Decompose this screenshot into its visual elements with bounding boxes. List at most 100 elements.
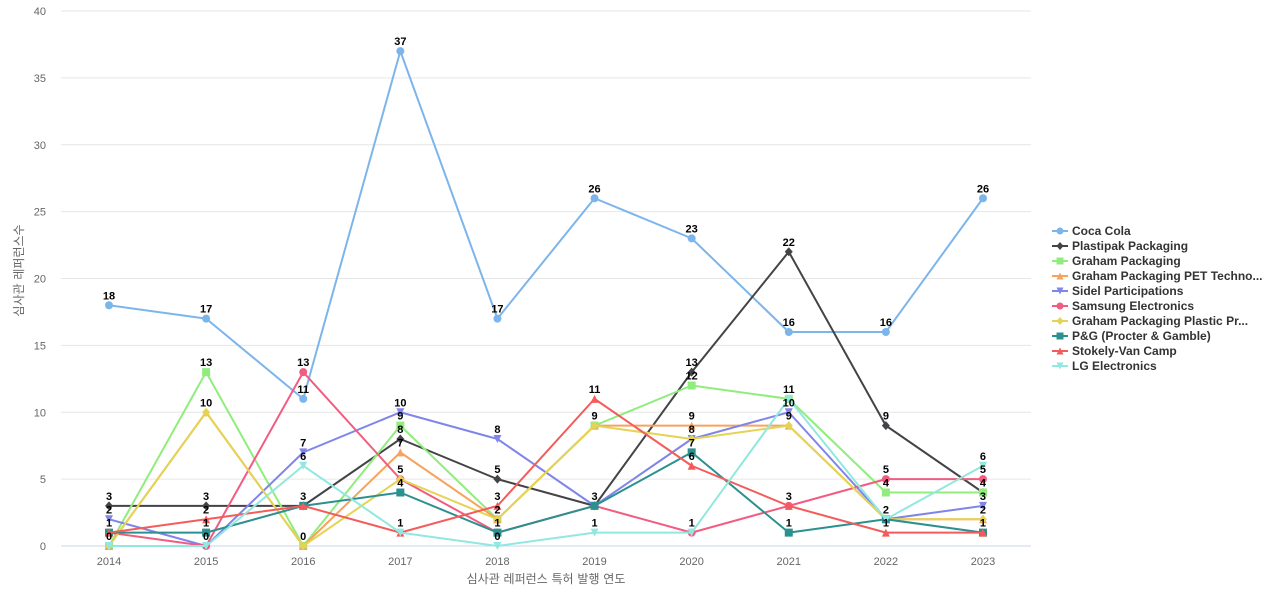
data-point[interactable] [978, 528, 987, 537]
data-point[interactable] [493, 474, 502, 484]
series-plastipak-packaging[interactable] [105, 247, 987, 511]
data-point[interactable] [396, 408, 405, 417]
legend-item[interactable]: Plastipak Packaging [1052, 239, 1188, 253]
data-point[interactable] [687, 528, 696, 537]
data-label: 6 [689, 451, 695, 463]
data-point[interactable] [202, 314, 211, 323]
data-point[interactable] [881, 515, 890, 524]
data-point[interactable] [881, 328, 890, 336]
data-point[interactable] [784, 408, 793, 417]
legend-marker [1056, 227, 1064, 235]
data-point[interactable] [978, 194, 987, 203]
data-label: 3 [106, 491, 112, 503]
data-point[interactable] [784, 421, 793, 431]
data-label: 1 [591, 518, 597, 530]
data-point[interactable] [784, 394, 793, 403]
data-label: 26 [977, 183, 989, 195]
data-point[interactable] [784, 528, 793, 537]
data-point[interactable] [396, 47, 405, 56]
legend-item[interactable]: LG Electronics [1052, 359, 1157, 373]
data-point[interactable] [299, 541, 308, 551]
data-point[interactable] [590, 421, 599, 431]
data-point[interactable] [687, 367, 696, 377]
data-point[interactable] [687, 234, 696, 243]
legend-item[interactable]: Samsung Electronics [1052, 299, 1194, 313]
data-point[interactable] [784, 247, 793, 257]
data-point[interactable] [687, 381, 696, 390]
data-point[interactable] [299, 501, 308, 510]
legend-item[interactable]: P&G (Procter & Gamble) [1052, 329, 1211, 343]
data-point[interactable] [590, 394, 599, 403]
data-point[interactable] [881, 421, 890, 431]
series-stokely-van-camp[interactable] [105, 394, 987, 537]
data-point[interactable] [881, 488, 890, 497]
x-tick-label: 2019 [582, 556, 606, 568]
data-point[interactable] [105, 542, 113, 550]
data-point[interactable] [493, 501, 502, 510]
data-point[interactable] [396, 434, 405, 444]
data-point[interactable] [493, 542, 502, 550]
legend-item[interactable]: Graham Packaging [1052, 254, 1181, 268]
data-label: 0 [106, 531, 112, 543]
data-label: 9 [786, 411, 792, 423]
data-point[interactable] [881, 475, 890, 484]
data-point[interactable] [202, 501, 211, 511]
data-label: 2 [883, 504, 889, 516]
data-point[interactable] [978, 461, 987, 470]
data-point[interactable] [396, 528, 405, 537]
legend-item[interactable]: Graham Packaging PET Techno... [1052, 269, 1263, 283]
data-label: 16 [783, 317, 795, 329]
series-coca-cola[interactable] [105, 47, 987, 403]
data-point[interactable] [590, 528, 599, 537]
y-axis-tick-labels: 0 5 10 15 20 25 30 35 40 [34, 6, 46, 553]
data-point[interactable] [881, 528, 890, 537]
data-point[interactable] [396, 448, 405, 457]
data-point[interactable] [784, 328, 793, 336]
data-point[interactable] [687, 448, 696, 457]
data-point[interactable] [396, 488, 405, 497]
data-point[interactable] [202, 407, 211, 417]
data-point[interactable] [493, 314, 502, 323]
data-point[interactable] [784, 501, 793, 510]
data-point[interactable] [590, 194, 599, 203]
data-label: 3 [300, 491, 306, 503]
data-point[interactable] [978, 475, 987, 484]
legend-item[interactable]: Coca Cola [1052, 224, 1131, 238]
x-tick-label: 2020 [679, 556, 703, 568]
data-point[interactable] [299, 368, 308, 377]
data-point[interactable] [299, 448, 308, 457]
data-point[interactable] [105, 515, 113, 524]
legend-item[interactable]: Graham Packaging Plastic Pr... [1052, 314, 1248, 328]
data-point[interactable] [202, 528, 211, 537]
data-point[interactable] [202, 542, 211, 550]
data-point[interactable] [978, 514, 987, 524]
data-point[interactable] [396, 421, 405, 430]
data-point[interactable] [202, 515, 211, 524]
data-point[interactable] [299, 394, 308, 403]
data-point[interactable] [493, 435, 502, 443]
legend-item[interactable]: Sidel Participations [1052, 284, 1184, 298]
data-point[interactable] [105, 301, 113, 310]
data-label: 7 [397, 437, 403, 449]
data-point[interactable] [105, 501, 113, 511]
data-point[interactable] [493, 528, 502, 537]
data-point[interactable] [687, 421, 696, 430]
data-point[interactable] [396, 474, 405, 484]
series-lg-electronics[interactable] [105, 394, 987, 550]
data-point[interactable] [299, 461, 308, 470]
data-point[interactable] [105, 528, 113, 537]
data-point[interactable] [978, 501, 987, 510]
data-point[interactable] [687, 434, 696, 444]
data-point[interactable] [202, 368, 211, 377]
data-point[interactable] [590, 501, 599, 510]
data-point[interactable] [493, 514, 502, 524]
data-point[interactable] [687, 461, 696, 470]
legend-label: Sidel Participations [1072, 284, 1184, 298]
data-point[interactable] [978, 488, 987, 497]
legend-marker [1056, 242, 1064, 250]
legend-label: Coca Cola [1072, 224, 1131, 238]
data-label: 6 [980, 451, 986, 463]
legend-item[interactable]: Stokely-Van Camp [1052, 344, 1177, 358]
y-tick-label: 40 [34, 6, 46, 18]
